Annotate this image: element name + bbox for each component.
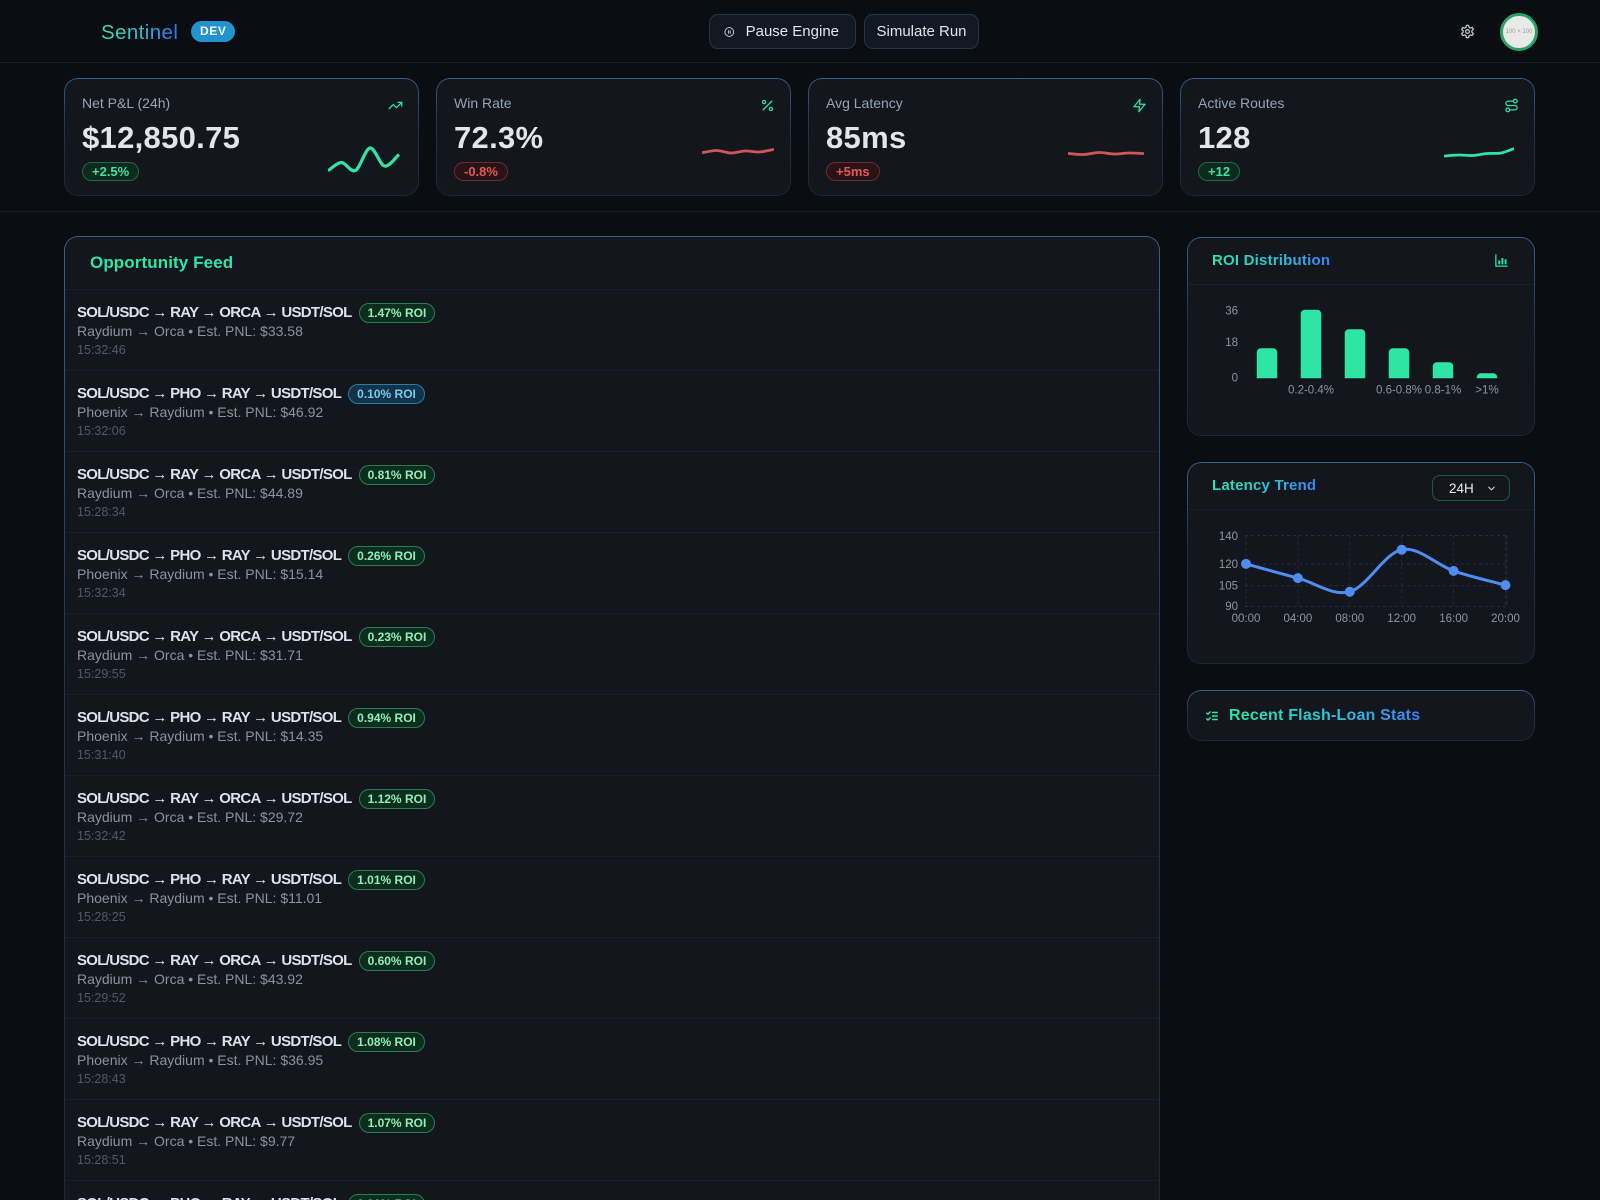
svg-text:36: 36 — [1225, 306, 1238, 318]
svg-text:105: 105 — [1219, 581, 1238, 593]
svg-text:0.2-0.4%: 0.2-0.4% — [1288, 385, 1334, 397]
svg-text:04:00: 04:00 — [1284, 613, 1313, 625]
svg-text:0.8-1%: 0.8-1% — [1425, 385, 1461, 397]
svg-text:18: 18 — [1225, 337, 1238, 349]
svg-text:0.6-0.8%: 0.6-0.8% — [1376, 385, 1422, 397]
svg-text:90: 90 — [1225, 601, 1238, 613]
svg-text:120: 120 — [1219, 559, 1238, 571]
svg-text:140: 140 — [1219, 531, 1238, 543]
svg-text:16:00: 16:00 — [1439, 613, 1468, 625]
svg-text:>1%: >1% — [1475, 385, 1498, 397]
svg-text:08:00: 08:00 — [1335, 613, 1364, 625]
svg-text:12:00: 12:00 — [1387, 613, 1416, 625]
svg-text:20:00: 20:00 — [1491, 613, 1520, 625]
svg-text:0: 0 — [1232, 373, 1238, 385]
svg-text:00:00: 00:00 — [1232, 613, 1261, 625]
